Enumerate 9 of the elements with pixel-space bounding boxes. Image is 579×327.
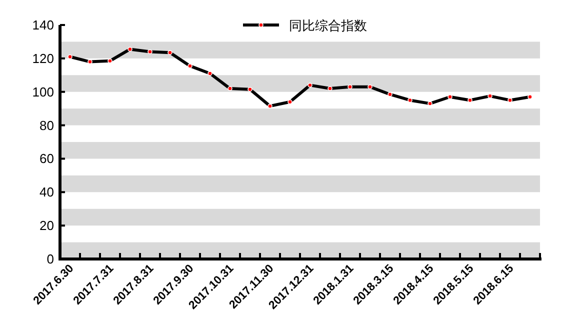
legend-label: 同比综合指数	[289, 18, 367, 33]
y-tick-label: 60	[40, 151, 54, 166]
y-tick-label: 0	[46, 252, 54, 266]
y-tick-label: 40	[40, 184, 54, 200]
y-tick-label: 80	[40, 118, 54, 133]
y-tick-label: 140	[32, 18, 54, 32]
y-tick-label: 20	[40, 218, 54, 234]
y-tick-label: 120	[32, 50, 54, 66]
y-tick-label: 100	[32, 84, 54, 100]
